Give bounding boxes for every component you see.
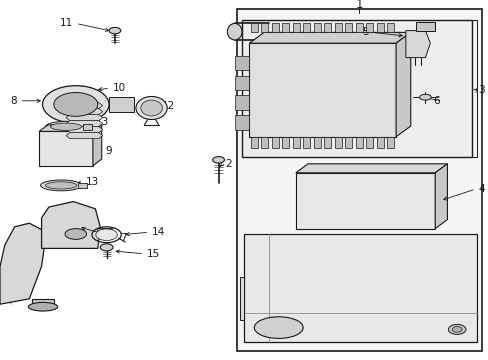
Polygon shape xyxy=(355,137,362,148)
Text: 4: 4 xyxy=(477,184,484,194)
Polygon shape xyxy=(57,136,94,141)
Polygon shape xyxy=(41,202,100,248)
Ellipse shape xyxy=(54,93,98,116)
Polygon shape xyxy=(244,234,476,342)
Text: 10: 10 xyxy=(112,83,125,93)
Polygon shape xyxy=(271,137,278,148)
Ellipse shape xyxy=(42,86,109,123)
Ellipse shape xyxy=(28,302,58,311)
Polygon shape xyxy=(109,97,134,112)
Ellipse shape xyxy=(45,182,77,189)
Text: 3: 3 xyxy=(477,85,484,95)
Ellipse shape xyxy=(254,317,303,338)
Polygon shape xyxy=(66,103,102,109)
Polygon shape xyxy=(93,125,102,166)
Text: 12: 12 xyxy=(161,101,174,111)
Text: 15: 15 xyxy=(146,249,160,259)
Polygon shape xyxy=(98,229,112,239)
Polygon shape xyxy=(66,132,102,139)
Text: 5: 5 xyxy=(362,27,368,37)
Polygon shape xyxy=(334,137,341,148)
Polygon shape xyxy=(261,137,268,148)
Text: 2: 2 xyxy=(224,159,231,169)
Text: 8: 8 xyxy=(10,96,17,106)
Polygon shape xyxy=(376,23,383,32)
Polygon shape xyxy=(250,23,257,32)
Polygon shape xyxy=(324,137,330,148)
Polygon shape xyxy=(57,123,94,128)
Polygon shape xyxy=(292,137,299,148)
Polygon shape xyxy=(261,23,268,32)
Text: 1: 1 xyxy=(355,0,363,11)
Polygon shape xyxy=(386,137,393,148)
Polygon shape xyxy=(239,277,244,320)
Polygon shape xyxy=(313,137,320,148)
Polygon shape xyxy=(313,23,320,32)
Ellipse shape xyxy=(109,27,121,34)
Polygon shape xyxy=(434,164,447,229)
Polygon shape xyxy=(0,223,46,304)
Ellipse shape xyxy=(41,180,81,191)
Polygon shape xyxy=(345,137,351,148)
Polygon shape xyxy=(57,130,94,135)
Text: 11: 11 xyxy=(60,18,73,28)
Ellipse shape xyxy=(141,100,162,116)
Ellipse shape xyxy=(136,96,167,120)
Polygon shape xyxy=(282,23,288,32)
Polygon shape xyxy=(66,109,102,114)
Text: 6: 6 xyxy=(432,96,439,106)
Polygon shape xyxy=(366,137,372,148)
Ellipse shape xyxy=(65,229,86,239)
Polygon shape xyxy=(405,31,429,58)
Ellipse shape xyxy=(96,229,117,240)
Text: 9: 9 xyxy=(105,146,112,156)
Polygon shape xyxy=(57,143,94,148)
Text: 14: 14 xyxy=(151,227,164,237)
Ellipse shape xyxy=(447,324,465,334)
Polygon shape xyxy=(376,137,383,148)
Text: 13: 13 xyxy=(85,177,99,187)
Polygon shape xyxy=(334,23,341,32)
Polygon shape xyxy=(303,23,309,32)
Text: 13: 13 xyxy=(95,117,108,127)
Polygon shape xyxy=(234,76,249,90)
Polygon shape xyxy=(295,173,434,229)
Polygon shape xyxy=(234,95,249,110)
Polygon shape xyxy=(355,23,362,32)
Polygon shape xyxy=(395,32,410,137)
Ellipse shape xyxy=(50,123,81,130)
Polygon shape xyxy=(249,32,410,43)
Polygon shape xyxy=(39,125,102,131)
Bar xyxy=(78,183,87,188)
Polygon shape xyxy=(32,299,54,304)
Polygon shape xyxy=(39,131,93,166)
Polygon shape xyxy=(66,114,102,121)
Polygon shape xyxy=(282,137,288,148)
Polygon shape xyxy=(366,23,372,32)
Ellipse shape xyxy=(212,157,224,163)
Polygon shape xyxy=(66,121,102,127)
Polygon shape xyxy=(66,127,102,132)
Polygon shape xyxy=(324,23,330,32)
Polygon shape xyxy=(292,23,299,32)
Polygon shape xyxy=(249,43,395,137)
Polygon shape xyxy=(234,115,249,130)
Polygon shape xyxy=(295,164,447,173)
Polygon shape xyxy=(386,23,393,32)
Text: 7: 7 xyxy=(120,233,126,243)
Polygon shape xyxy=(415,22,434,31)
Polygon shape xyxy=(271,23,278,32)
Bar xyxy=(83,124,92,130)
Polygon shape xyxy=(303,137,309,148)
Polygon shape xyxy=(234,56,249,70)
Ellipse shape xyxy=(451,327,461,332)
Ellipse shape xyxy=(45,121,86,132)
Polygon shape xyxy=(250,137,257,148)
Ellipse shape xyxy=(227,23,242,40)
Ellipse shape xyxy=(100,244,113,251)
Bar xyxy=(242,20,471,157)
Ellipse shape xyxy=(419,94,430,100)
Polygon shape xyxy=(345,23,351,32)
Bar xyxy=(237,9,481,351)
